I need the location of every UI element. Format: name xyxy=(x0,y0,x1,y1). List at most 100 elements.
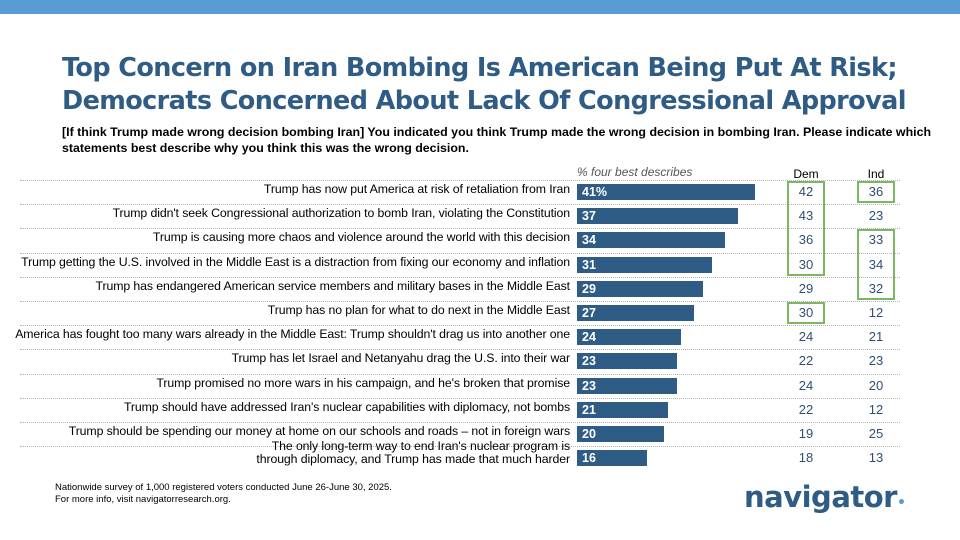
ind-highlight-box xyxy=(857,229,895,300)
ind-column-header: Ind xyxy=(867,167,885,181)
row-divider xyxy=(20,180,900,181)
bar xyxy=(577,208,738,225)
survey-question: [If think Trump made wrong decision bomb… xyxy=(62,125,932,155)
bar-value-label: 23 xyxy=(582,354,596,369)
footnote-line-1: Nationwide survey of 1,000 registered vo… xyxy=(55,482,392,493)
row-divider xyxy=(20,397,900,399)
category-label: Trump promised no more wars in his campa… xyxy=(10,376,570,390)
ind-value: 13 xyxy=(868,450,884,466)
ind-value: 21 xyxy=(868,329,884,345)
chart-row: Trump should be spending our money at ho… xyxy=(0,422,960,446)
bar xyxy=(577,256,712,273)
category-label: Trump is causing more chaos and violence… xyxy=(10,230,570,244)
chart-row: Trump is causing more chaos and violence… xyxy=(0,228,960,252)
category-label: Trump has now put America at risk of ret… xyxy=(10,182,570,196)
bar-value-label: 27 xyxy=(582,306,596,320)
bar xyxy=(577,377,678,394)
bar-value-label: 41% xyxy=(582,185,608,199)
dem-value: 30 xyxy=(798,305,814,320)
row-divider xyxy=(20,276,900,278)
bar xyxy=(577,329,682,346)
pct-column-header: % four best describes xyxy=(577,165,693,179)
dem-value: 30 xyxy=(798,256,814,272)
category-label: Trump should be spending our money at ho… xyxy=(10,424,570,438)
category-label-line: Trump didn't seek Congressional authoriz… xyxy=(112,206,571,221)
chart-row: The only long-term way to end Iran's nuc… xyxy=(0,440,960,470)
footnote-line-2: For more info, visit navigatorresearch.o… xyxy=(55,494,231,505)
bar-value-label: 29 xyxy=(582,281,596,296)
dem-value: 19 xyxy=(798,426,814,441)
chart-row: Trump has no plan for what to do next in… xyxy=(0,301,960,325)
bar-value-label: 31 xyxy=(582,257,596,272)
bar-value-label: 37 xyxy=(582,209,596,224)
ind-value: 20 xyxy=(868,377,884,393)
dem-value: 18 xyxy=(798,450,814,466)
dem-column-header: Dem xyxy=(793,167,819,181)
footnote: Nationwide survey of 1,000 registered vo… xyxy=(55,482,392,506)
row-divider xyxy=(20,204,900,206)
category-label-line: The only long-term way to end Iran's nuc… xyxy=(271,439,570,454)
chart-row: Trump getting the U.S. involved in the M… xyxy=(0,252,960,277)
logo-dot: • xyxy=(896,495,906,511)
ind-value: 23 xyxy=(868,208,884,224)
bar xyxy=(577,280,704,297)
category-label-line: Trump has no plan for what to do next in… xyxy=(267,303,570,317)
bar xyxy=(577,426,664,442)
ind-value: 12 xyxy=(868,305,884,320)
bar xyxy=(577,305,695,321)
category-label-line: Trump has endangered American service me… xyxy=(95,278,571,293)
category-label: Trump didn't seek Congressional authoriz… xyxy=(10,206,571,221)
category-label: Trump should have addressed Iran's nucle… xyxy=(10,400,570,414)
ind-value: 23 xyxy=(868,353,884,369)
chart-row: Trump has now put America at risk of ret… xyxy=(0,180,960,204)
category-label: The only long-term way to end Iran's nuc… xyxy=(10,440,570,466)
dem-value: 24 xyxy=(798,377,814,393)
category-label-line: America has fought too many wars already… xyxy=(15,327,570,342)
bar xyxy=(577,401,669,418)
bar-value-label: 16 xyxy=(582,451,596,466)
row-divider xyxy=(20,252,900,254)
dem-value: 24 xyxy=(798,329,814,345)
ind-value: 36 xyxy=(868,184,884,199)
dem-value: 22 xyxy=(798,401,814,417)
chart-row: Trump should have addressed Iran's nucle… xyxy=(0,397,960,422)
category-label-line: Trump has let Israel and Netanyahu drag … xyxy=(231,351,571,366)
category-label: Trump has let Israel and Netanyahu drag … xyxy=(10,351,571,366)
dem-value: 29 xyxy=(798,280,814,296)
navigator-logo: navigator• xyxy=(744,480,906,514)
category-label-line: Trump promised no more wars in his campa… xyxy=(156,375,570,390)
chart-row: Trump has let Israel and Netanyahu drag … xyxy=(0,349,960,373)
bar-value-label: 20 xyxy=(582,427,596,441)
title-line-2: Democrats Concerned About Lack Of Congre… xyxy=(62,86,906,116)
bar xyxy=(577,353,678,370)
row-divider xyxy=(20,228,900,230)
ind-value: 34 xyxy=(868,256,884,272)
row-divider xyxy=(20,446,900,448)
page-title: Top Concern on Iran Bombing Is American … xyxy=(62,52,942,118)
row-divider xyxy=(20,373,900,375)
bar-value-label: 23 xyxy=(582,378,596,393)
title-line-1: Top Concern on Iran Bombing Is American … xyxy=(62,53,898,83)
row-divider xyxy=(20,349,900,351)
dem-value: 22 xyxy=(798,353,814,369)
row-divider xyxy=(20,301,900,302)
category-label-line: Trump should be spending our money at ho… xyxy=(68,424,570,438)
category-label: Trump getting the U.S. involved in the M… xyxy=(10,255,570,269)
ind-value: 32 xyxy=(868,280,884,296)
dem-value: 42 xyxy=(798,184,814,199)
bar-value-label: 24 xyxy=(582,330,596,345)
dem-highlight-box xyxy=(787,181,825,276)
category-label-line: Trump should have addressed Iran's nucle… xyxy=(123,399,570,414)
ind-value: 33 xyxy=(868,232,884,248)
row-divider xyxy=(20,422,900,423)
bar xyxy=(577,450,647,467)
category-label-line: through diplomacy, and Trump has made th… xyxy=(256,452,570,467)
dem-highlight-box xyxy=(787,302,825,325)
logo-text: navigator xyxy=(744,480,897,514)
chart-row: America has fought too many wars already… xyxy=(0,325,960,349)
ind-highlight-box xyxy=(857,181,895,204)
ind-value: 12 xyxy=(868,401,884,417)
category-label: Trump has no plan for what to do next in… xyxy=(10,303,570,317)
category-label-line: Trump getting the U.S. involved in the M… xyxy=(21,254,570,269)
chart-row: Trump didn't seek Congressional authoriz… xyxy=(0,204,960,228)
